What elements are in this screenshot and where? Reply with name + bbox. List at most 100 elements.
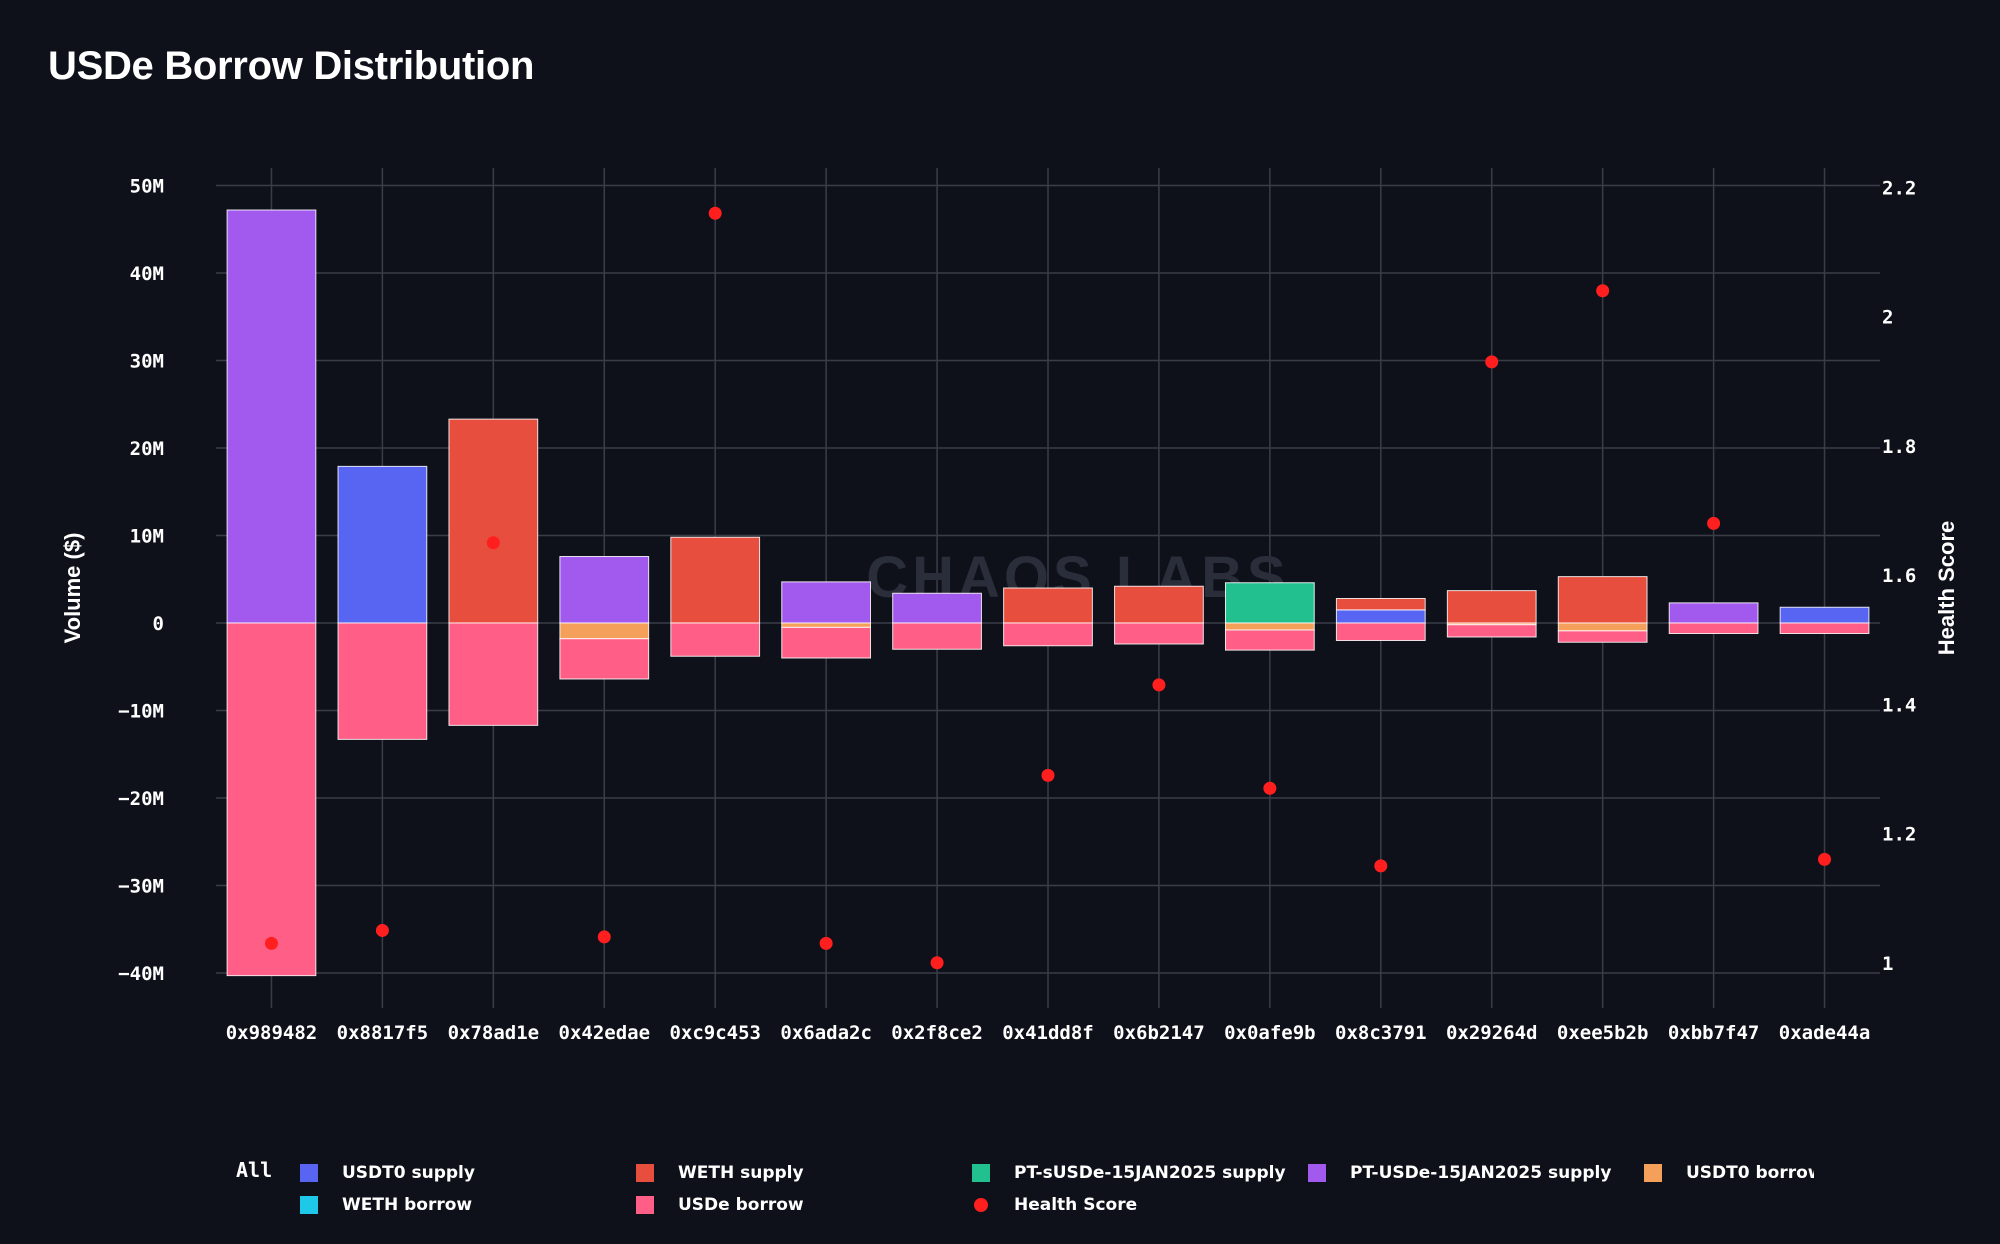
bar-usde-borrow <box>337 622 428 740</box>
x-tick-label: 0x42edae <box>559 1022 651 1044</box>
legend-swatch <box>972 1164 990 1182</box>
x-tick-label: 0x41dd8f <box>1002 1022 1094 1044</box>
y2-tick-label: 1.4 <box>1882 694 1916 716</box>
bar-pt-usde-supply <box>1668 602 1759 624</box>
legend-label: PT-sUSDe-15JAN2025 supply <box>1014 1163 1286 1183</box>
bar-usde-borrow <box>781 626 872 659</box>
bar-pt-susde-supply <box>1224 582 1315 624</box>
legend-swatch <box>974 1198 988 1212</box>
health-score-point <box>1374 859 1388 873</box>
bar-weth-supply <box>1557 576 1648 624</box>
x-tick-label: 0x78ad1e <box>448 1022 540 1044</box>
y2-tick-label: 1.6 <box>1882 565 1916 587</box>
tick-labels: −40M −30M −20M −10M 0 10M 20M 30M 40M 50M 1 1.2 1.4 1… <box>118 176 1916 1045</box>
legend-swatch <box>1644 1164 1662 1182</box>
bar-weth-supply <box>1003 587 1093 624</box>
x-tick-label: 0x2f8ce2 <box>891 1022 983 1044</box>
bar-usde-borrow <box>226 622 317 977</box>
x-tick-label: 0xc9c453 <box>669 1022 761 1044</box>
legend-item[interactable]: USDe borrow <box>636 1195 804 1215</box>
health-score-point <box>930 956 944 970</box>
health-score-point <box>264 936 278 950</box>
x-tick-label: 0x6b2147 <box>1113 1022 1205 1044</box>
x-tick-label: 0x8817f5 <box>337 1022 429 1044</box>
x-tick-label: 0x6ada2c <box>780 1022 872 1044</box>
bar-usde-borrow <box>670 622 761 657</box>
bar-weth-supply <box>1335 598 1426 611</box>
x-tick-label: 0xade44a <box>1779 1022 1871 1044</box>
bar-pt-usde-supply <box>226 209 317 624</box>
health-score-point <box>375 923 389 937</box>
legend-swatch <box>1308 1164 1326 1182</box>
bar-usde-borrow <box>1114 622 1204 645</box>
legend-item[interactable]: WETH supply <box>636 1163 804 1183</box>
health-score-point <box>819 936 833 950</box>
y-tick-label: 10M <box>130 526 164 548</box>
bar-usde-borrow <box>1446 624 1537 638</box>
bar-weth-supply <box>448 418 539 624</box>
y-tick-label: −30M <box>118 876 164 898</box>
bar-usdt0-supply <box>1779 606 1870 624</box>
bar-weth-supply <box>1114 585 1204 624</box>
bar-usde-borrow <box>1003 622 1093 647</box>
health-score-point <box>1707 516 1721 530</box>
y2-tick-label: 1 <box>1882 953 1893 975</box>
legend-label: USDT0 supply <box>342 1163 475 1183</box>
bar-weth-supply <box>1446 590 1537 624</box>
x-tick-label: 0x8c3791 <box>1335 1022 1427 1044</box>
legend-label: Health Score <box>1014 1195 1138 1215</box>
legend-item[interactable]: PT-USDe-15JAN2025 supply <box>1308 1163 1611 1183</box>
health-score-point <box>1485 355 1499 369</box>
bar-usdt0-supply <box>337 465 428 624</box>
legend-swatch <box>300 1196 318 1214</box>
bar-weth-supply <box>670 536 761 624</box>
y-tick-label: 40M <box>130 263 164 285</box>
legend-item[interactable]: WETH borrow <box>300 1195 472 1215</box>
x-tick-label: 0x0afe9b <box>1224 1022 1316 1044</box>
legend-label: WETH borrow <box>342 1195 473 1215</box>
y-tick-label: 0 <box>153 613 164 635</box>
bar-usde-borrow <box>1779 622 1870 634</box>
bar-usde-borrow <box>1557 630 1648 643</box>
y-tick-label: 30M <box>130 351 164 373</box>
x-tick-label: 0x29264d <box>1446 1022 1538 1044</box>
bar-usdt0-borrow <box>1224 622 1315 631</box>
bar-usde-borrow <box>1335 622 1426 641</box>
y2-tick-label: 1.8 <box>1882 436 1916 458</box>
y2-tick-label: 2 <box>1882 307 1893 329</box>
health-score-point <box>597 930 611 944</box>
bar-pt-usde-supply <box>892 592 982 624</box>
y-tick-label: 20M <box>130 438 164 460</box>
x-tick-label: 0xee5b2b <box>1557 1022 1649 1044</box>
x-tick-label: 0xbb7f47 <box>1668 1022 1760 1044</box>
legend-swatch <box>636 1196 654 1214</box>
legend-label: PT-USDe-15JAN2025 supply <box>1350 1163 1612 1183</box>
health-score-point <box>1263 781 1277 795</box>
y-axis-title: Volume ($) <box>60 533 85 644</box>
legend-item[interactable]: PT-sUSDe-15JAN2025 supply <box>972 1163 1286 1183</box>
y-tick-label: −40M <box>118 963 164 985</box>
legend-swatch <box>300 1164 318 1182</box>
bar-usde-borrow <box>559 638 650 680</box>
x-tick-label: 0x989482 <box>226 1022 318 1044</box>
bar-pt-usde-supply <box>781 581 872 624</box>
health-score-point <box>1041 768 1055 782</box>
bar-usde-borrow <box>1668 622 1759 634</box>
health-score-point <box>1596 284 1610 298</box>
legend-item[interactable]: USDT0 supply <box>300 1163 475 1183</box>
legend-all-toggle[interactable]: All <box>236 1158 273 1182</box>
legend-item[interactable]: Health Score <box>972 1195 1137 1215</box>
bar-usde-borrow <box>892 622 982 650</box>
legend-swatch <box>636 1164 654 1182</box>
health-score-point <box>708 206 722 220</box>
legend-item[interactable]: USDT0 borrow <box>1644 1163 1814 1183</box>
y2-tick-label: 1.2 <box>1882 824 1916 846</box>
y2-tick-label: 2.2 <box>1882 177 1916 199</box>
legend-label: WETH supply <box>678 1163 804 1183</box>
bars <box>226 209 1870 977</box>
legend: USDT0 supply WETH supply PT-sUSDe-15JAN202… <box>300 1163 1814 1215</box>
page-title: USDe Borrow Distribution <box>48 44 535 88</box>
health-score-point <box>1818 852 1832 866</box>
health-points <box>264 206 1832 970</box>
bar-usdt0-borrow <box>1557 622 1648 632</box>
